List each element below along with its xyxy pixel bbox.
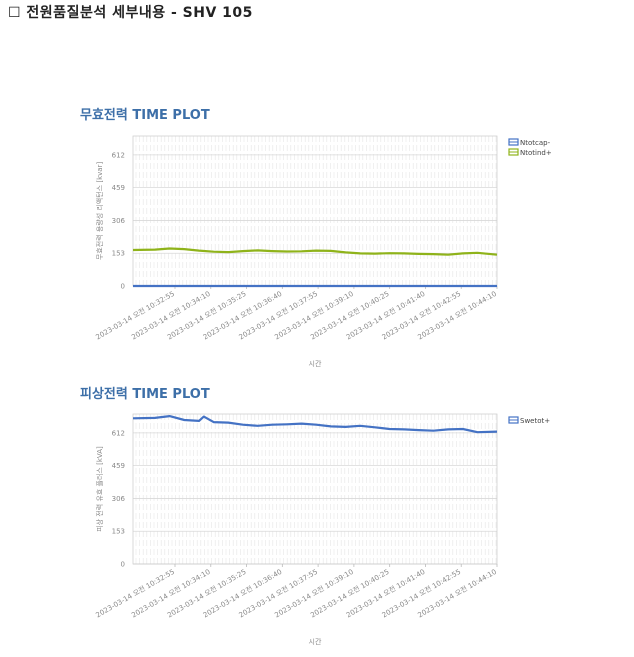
legend-label: Swetot+ [520, 417, 550, 425]
reactive-chart-title: 무효전력 TIME PLOT [80, 108, 210, 123]
plot-frame [132, 413, 498, 565]
y-tick-label: 0 [121, 283, 125, 291]
page-title: ☐ 전원품질분석 세부내용 - SHV 105 [8, 5, 253, 21]
y-tick-label: 153 [112, 528, 125, 536]
y-tick-label: 153 [112, 250, 125, 258]
y-tick-label: 459 [112, 462, 125, 470]
legend-label: Ntotcap- [520, 139, 551, 147]
y-tick-label: 612 [112, 429, 125, 437]
y-axis-label: 피상 전력 유효 플러스 [kVA] [95, 446, 104, 532]
series-line-swetot [132, 415, 498, 434]
y-axis-label: 무효전력 용량성 리액턴스 [kvar] [95, 162, 104, 261]
series-line-ntotind [132, 247, 498, 256]
plot-area [133, 136, 497, 286]
x-axis-label: 시간 [309, 359, 322, 368]
plot-area [133, 414, 497, 564]
y-tick-label: 612 [112, 151, 125, 159]
vertical-grid [135, 414, 497, 564]
y-tick-label: 306 [112, 217, 126, 225]
apparent-chart-title: 피상전력 TIME PLOT [80, 387, 210, 402]
y-tick-label: 459 [112, 184, 125, 192]
x-axis-label: 시간 [309, 637, 322, 646]
legend-label: Ntotind+ [520, 149, 552, 157]
y-tick-label: 306 [112, 495, 126, 503]
y-tick-label: 0 [121, 561, 125, 569]
vertical-grid [135, 136, 497, 286]
